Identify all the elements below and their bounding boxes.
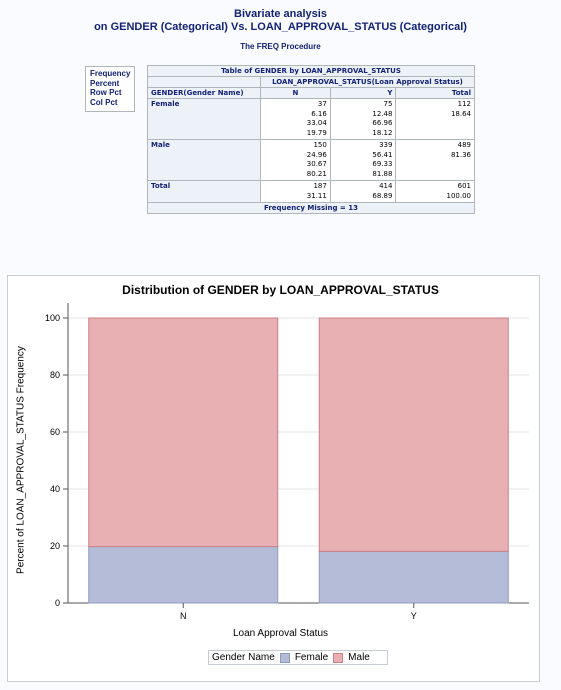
table-row: Male 150 24.96 30.67 80.21 339 56.41 69.33 81.… <box>147 139 475 181</box>
bar-male-n <box>88 317 279 548</box>
cell-contents-key: Frequency Percent Row Pct Col Pct <box>85 66 135 112</box>
frequency-missing-footer: Frequency Missing = 13 <box>147 202 475 214</box>
title-line-1: Bivariate analysis <box>234 8 327 20</box>
cell-total-total: 601 100.00 <box>395 180 475 203</box>
y-tick-label: 20 <box>50 541 60 551</box>
cell-male-total: 489 81.36 <box>395 139 475 181</box>
legend-swatch-male <box>333 652 344 663</box>
y-tick-label: 100 <box>45 313 60 323</box>
legend-swatch-female <box>279 652 290 663</box>
y-tick-label: 0 <box>55 598 60 608</box>
row-label-female: Female <box>147 98 261 140</box>
title-line-2: on GENDER (Categorical) Vs. LOAN_APPROVA… <box>94 21 467 33</box>
row-label-male: Male <box>147 139 261 181</box>
x-axis-label: Loan Approval Status <box>232 628 329 639</box>
cell-female-total: 112 18.64 <box>395 98 475 140</box>
x-tick-label: N <box>180 611 187 621</box>
key-percent: Percent <box>90 78 120 88</box>
bar-female-n <box>88 546 279 604</box>
legend-title: Gender Name <box>212 652 275 663</box>
bar-female-y <box>318 550 509 604</box>
key-frequency: Frequency <box>90 69 131 78</box>
legend-label-male: Male <box>348 652 370 663</box>
legend: Gender Name Female Male <box>208 650 388 665</box>
y-tick-label: 80 <box>50 370 60 380</box>
bar-male-y <box>318 317 509 552</box>
table-row: Female 37 6.16 33.04 19.79 75 12.48 66.96 18.1… <box>147 98 475 140</box>
key-col-pct: Col Pct <box>90 97 118 107</box>
cell-female-n: 37 6.16 33.04 19.79 <box>259 98 331 140</box>
frequency-table: Table of GENDER by LOAN_APPROVAL_STATUS … <box>147 65 476 214</box>
x-tick-label: Y <box>411 611 417 621</box>
cell-female-y: 75 12.48 66.96 18.12 <box>329 98 397 140</box>
key-row-pct: Row Pct <box>90 88 122 97</box>
procedure-title: The FREQ Procedure <box>240 42 321 51</box>
cell-male-n: 150 24.96 30.67 80.21 <box>259 139 331 181</box>
y-tick-label: 40 <box>50 484 60 494</box>
chart-title: Distribution of GENDER by LOAN_APPROVAL_… <box>122 283 439 297</box>
legend-label-female: Female <box>294 652 329 663</box>
y-tick-label: 60 <box>50 427 60 437</box>
